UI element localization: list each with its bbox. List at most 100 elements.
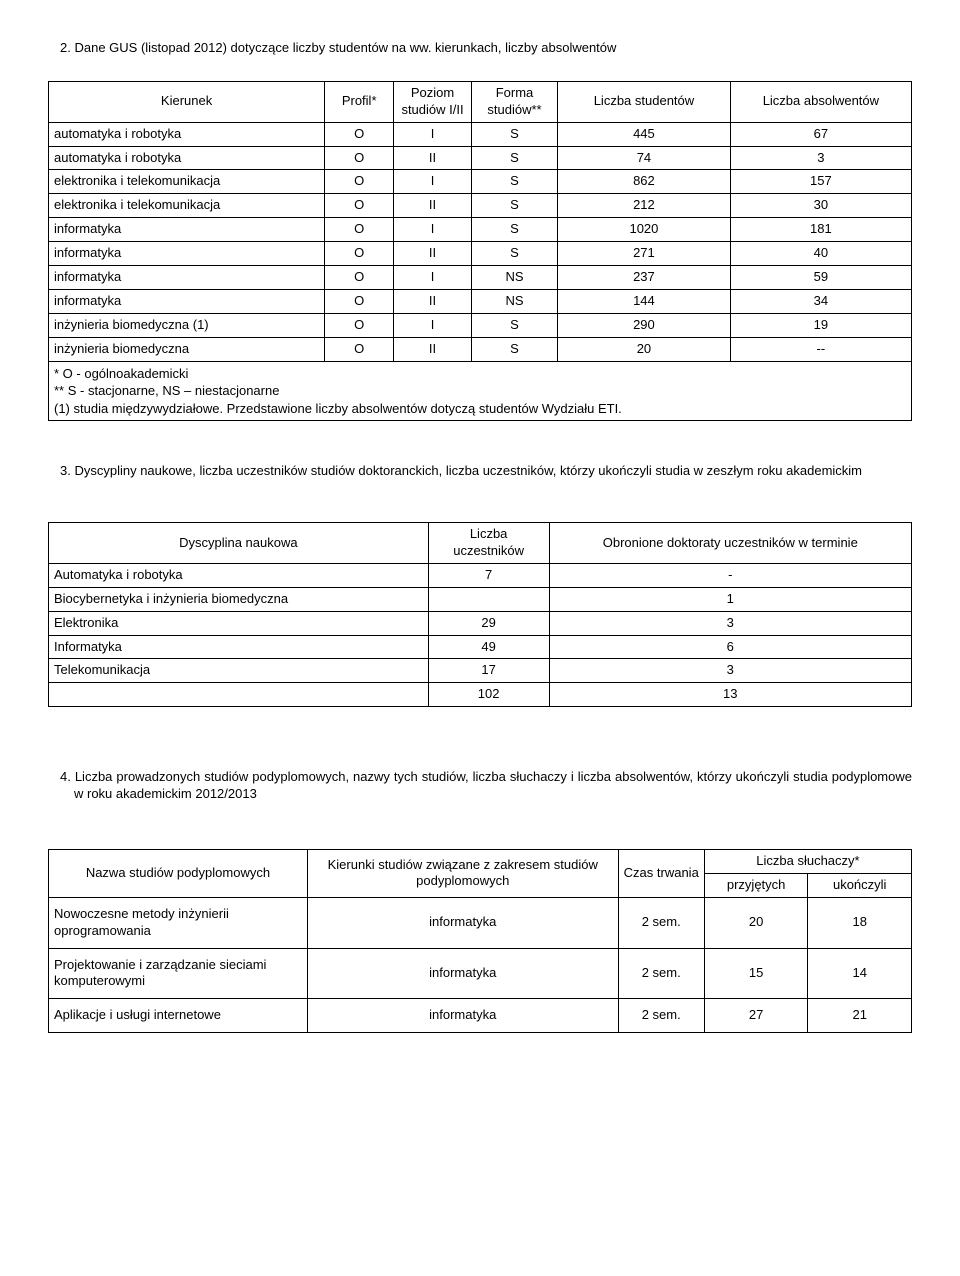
table-row: inżynieria biomedyczna (1)OIS29019: [49, 313, 912, 337]
cell-nazwa: Projektowanie i zarządzanie sieciami kom…: [49, 948, 308, 999]
table-row: automatyka i robotykaOIIS743: [49, 146, 912, 170]
th-obr: Obronione doktoraty uczestników w termin…: [549, 523, 911, 564]
cell-kierunek: informatyka: [49, 218, 325, 242]
th-dysc: Dyscyplina naukowa: [49, 523, 429, 564]
table-row: informatykaOIIS27140: [49, 242, 912, 266]
cell-przy: 15: [704, 948, 808, 999]
cell-la: 3: [730, 146, 911, 170]
cell-obr: 13: [549, 683, 911, 707]
cell-nazwa: Nowoczesne metody inżynierii oprogramowa…: [49, 897, 308, 948]
table-row: informatykaOIS1020181: [49, 218, 912, 242]
cell-profil: O: [325, 266, 394, 290]
cell-profil: O: [325, 170, 394, 194]
cell-kierunek: inżynieria biomedyczna: [49, 337, 325, 361]
section3-num: 3.: [60, 463, 71, 478]
th-ls: Liczba studentów: [558, 81, 731, 122]
cell-przy: 27: [704, 999, 808, 1033]
cell-profil: O: [325, 194, 394, 218]
cell-la: 59: [730, 266, 911, 290]
table-footnote-row: * O - ogólnoakademicki** S - stacjonarne…: [49, 361, 912, 421]
cell-ls: 445: [558, 122, 731, 146]
table-row: Aplikacje i usługi internetoweinformatyk…: [49, 999, 912, 1033]
section3-heading: 3. Dyscypliny naukowe, liczba uczestnikó…: [48, 463, 912, 480]
cell-obr: 1: [549, 587, 911, 611]
section2-text: Dane GUS (listopad 2012) dotyczące liczb…: [74, 40, 616, 55]
cell-profil: O: [325, 289, 394, 313]
cell-kierunek: automatyka i robotyka: [49, 146, 325, 170]
cell-poziom: II: [394, 194, 472, 218]
th-forma: Forma studiów**: [471, 81, 557, 122]
cell-dysc: Elektronika: [49, 611, 429, 635]
cell-profil: O: [325, 337, 394, 361]
cell-kierunek: informatyka: [49, 289, 325, 313]
cell-poziom: II: [394, 242, 472, 266]
cell-ls: 271: [558, 242, 731, 266]
cell-liczba: 17: [428, 659, 549, 683]
cell-forma: S: [471, 313, 557, 337]
th-przy: przyjętych: [704, 873, 808, 897]
th-liczba: Liczba uczestników: [428, 523, 549, 564]
cell-poziom: I: [394, 313, 472, 337]
cell-forma: S: [471, 122, 557, 146]
cell-poziom: I: [394, 170, 472, 194]
table-footnotes: * O - ogólnoakademicki** S - stacjonarne…: [49, 361, 912, 421]
cell-forma: S: [471, 146, 557, 170]
cell-forma: NS: [471, 266, 557, 290]
table-row: automatyka i robotykaOIS44567: [49, 122, 912, 146]
section4-num: 4.: [60, 769, 71, 784]
cell-nazwa: Aplikacje i usługi internetowe: [49, 999, 308, 1033]
th-kier: Kierunki studiów związane z zakresem stu…: [307, 850, 618, 898]
th-sluch: Liczba słuchaczy*: [704, 850, 911, 874]
cell-la: 67: [730, 122, 911, 146]
cell-dysc: Biocybernetyka i inżynieria biomedyczna: [49, 587, 429, 611]
cell-ls: 862: [558, 170, 731, 194]
cell-la: 181: [730, 218, 911, 242]
cell-profil: O: [325, 146, 394, 170]
cell-kier: informatyka: [307, 897, 618, 948]
th-poziom: Poziom studiów I/II: [394, 81, 472, 122]
cell-obr: -: [549, 563, 911, 587]
table-row: elektronika i telekomunikacjaOIIS21230: [49, 194, 912, 218]
cell-forma: NS: [471, 289, 557, 313]
table-row: Biocybernetyka i inżynieria biomedyczna 1: [49, 587, 912, 611]
cell-czas: 2 sem.: [618, 999, 704, 1033]
cell-poziom: I: [394, 218, 472, 242]
cell-la: 157: [730, 170, 911, 194]
cell-ls: 74: [558, 146, 731, 170]
th-nazwa: Nazwa studiów podyplomowych: [49, 850, 308, 898]
table-header-row: Kierunek Profil* Poziom studiów I/II For…: [49, 81, 912, 122]
cell-forma: S: [471, 194, 557, 218]
cell-obr: 3: [549, 611, 911, 635]
cell-poziom: I: [394, 122, 472, 146]
cell-forma: S: [471, 242, 557, 266]
table-header-row: Nazwa studiów podyplomowych Kierunki stu…: [49, 850, 912, 874]
cell-kier: informatyka: [307, 948, 618, 999]
table-row: informatykaOINS23759: [49, 266, 912, 290]
table-row: 10213: [49, 683, 912, 707]
cell-profil: O: [325, 122, 394, 146]
table-row: inżynieria biomedycznaOIIS20--: [49, 337, 912, 361]
cell-ls: 1020: [558, 218, 731, 242]
th-czas: Czas trwania: [618, 850, 704, 898]
cell-kierunek: elektronika i telekomunikacja: [49, 170, 325, 194]
cell-ls: 212: [558, 194, 731, 218]
cell-la: 19: [730, 313, 911, 337]
cell-przy: 20: [704, 897, 808, 948]
cell-dysc: Telekomunikacja: [49, 659, 429, 683]
cell-profil: O: [325, 218, 394, 242]
table-row: Nowoczesne metody inżynierii oprogramowa…: [49, 897, 912, 948]
cell-liczba: [428, 587, 549, 611]
cell-poziom: II: [394, 289, 472, 313]
cell-la: 30: [730, 194, 911, 218]
cell-ls: 144: [558, 289, 731, 313]
table-disciplines: Dyscyplina naukowa Liczba uczestników Ob…: [48, 522, 912, 707]
cell-dysc: [49, 683, 429, 707]
cell-forma: S: [471, 218, 557, 242]
cell-ls: 20: [558, 337, 731, 361]
th-kierunek: Kierunek: [49, 81, 325, 122]
cell-obr: 6: [549, 635, 911, 659]
section2-num: 2.: [60, 40, 71, 55]
cell-forma: S: [471, 170, 557, 194]
cell-poziom: I: [394, 266, 472, 290]
cell-ukon: 21: [808, 999, 912, 1033]
